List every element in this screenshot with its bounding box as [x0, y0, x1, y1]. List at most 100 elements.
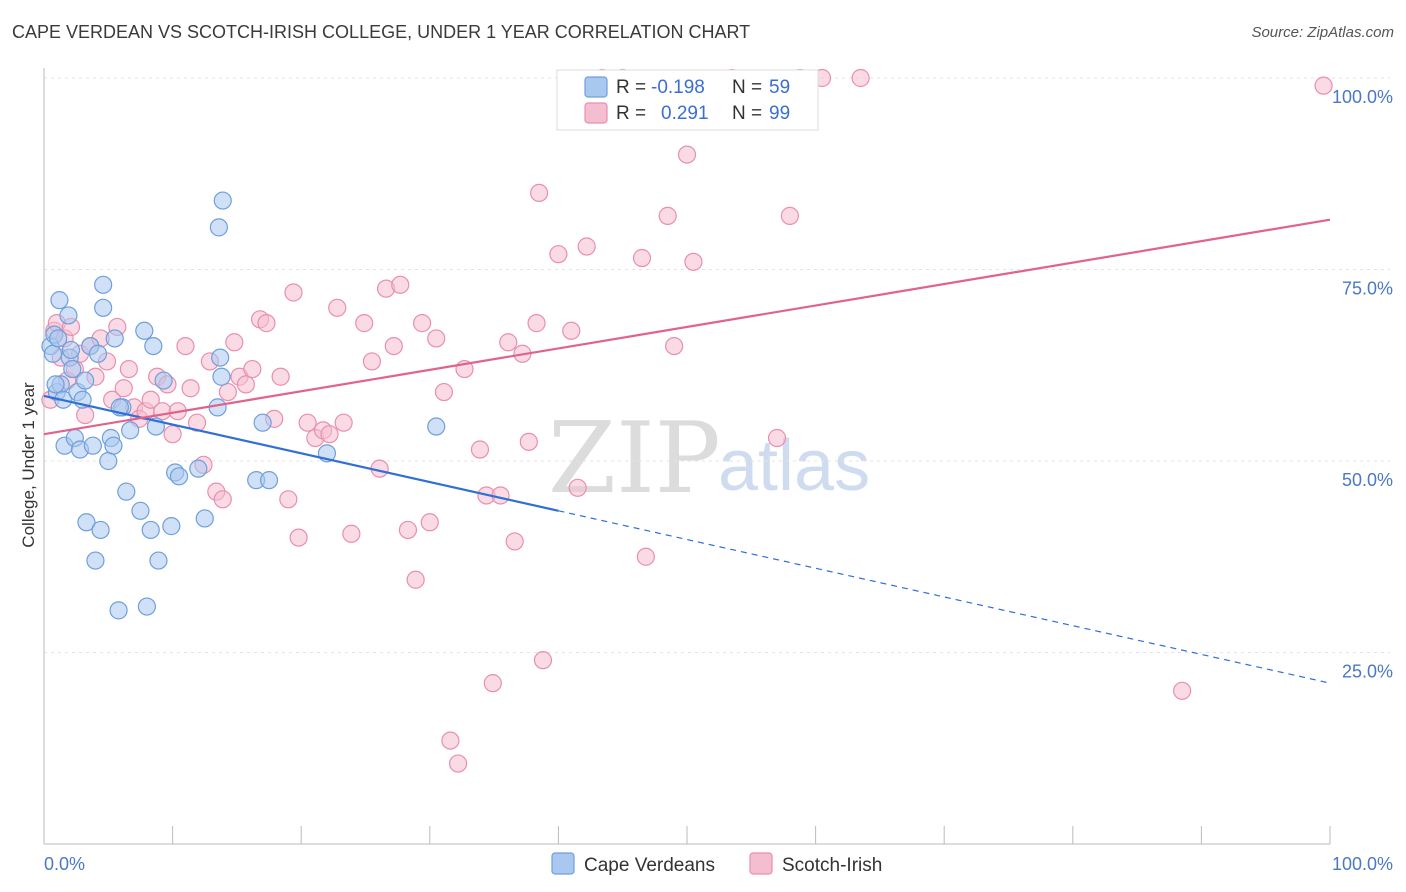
point-cape-verdeans-38: [149, 551, 168, 570]
point-scotch-irish-45: [289, 528, 308, 547]
point-scotch-irish-76: [527, 314, 546, 333]
point-cape-verdeans-15: [76, 371, 95, 390]
point-cape-verdeans-44: [208, 398, 227, 417]
point-scotch-irish-25: [163, 425, 182, 444]
point-scotch-irish-77: [533, 651, 553, 670]
watermark: ZIP atlas: [548, 402, 870, 516]
point-scotch-irish-59: [398, 520, 418, 540]
trend-line-scotch-irish: [43, 218, 1331, 436]
x-tick-label-min: 0.0%: [44, 854, 85, 874]
stats-r-label-pink: R =: [616, 103, 646, 124]
point-cape-verdeans-1: [43, 344, 63, 363]
y-tick-label-75: 75.0%: [1342, 279, 1393, 299]
point-cape-verdeans-56: [46, 375, 65, 394]
point-scotch-irish-78: [530, 183, 549, 202]
chart-title: CAPE VERDEAN VS SCOTCH-IRISH COLLEGE, UN…: [12, 22, 751, 42]
stats-n-value-blue: 59: [769, 77, 790, 98]
point-scotch-irish-82: [577, 237, 596, 256]
point-cape-verdeans-45: [211, 348, 230, 367]
point-cape-verdeans-43: [195, 509, 214, 528]
y-tick-label-100: 100.0%: [1332, 87, 1393, 107]
stats-r-label-blue: R =: [616, 77, 646, 98]
point-scotch-irish-92: [767, 428, 787, 448]
point-cape-verdeans-27: [105, 329, 124, 348]
stats-r-value-pink: 0.291: [661, 103, 709, 124]
point-scotch-irish-63: [427, 329, 446, 348]
point-cape-verdeans-54: [49, 329, 68, 348]
point-cape-verdeans-55: [61, 340, 81, 360]
point-cape-verdeans-26: [104, 436, 123, 455]
watermark-atlas: atlas: [718, 426, 870, 506]
point-scotch-irish-80: [562, 321, 581, 340]
point-cape-verdeans-39: [154, 371, 173, 390]
point-scotch-irish-53: [355, 314, 374, 333]
point-scotch-irish-43: [279, 490, 298, 509]
point-cape-verdeans-40: [162, 517, 181, 536]
point-scotch-irish-28: [181, 379, 200, 398]
stats-swatch-blue: [584, 76, 608, 98]
legend-label-cape-verdeans: Cape Verdeans: [584, 855, 715, 876]
point-scotch-irish-52: [342, 524, 361, 543]
point-scotch-irish-33: [213, 490, 232, 509]
series-cape-verdeans: [41, 191, 446, 620]
stats-legend: R = -0.198 N = 59 R = 0.291 N = 99: [556, 69, 819, 131]
point-scotch-irish-35: [225, 333, 244, 352]
x-ticks: [43, 826, 1331, 844]
point-cape-verdeans-51: [253, 413, 272, 432]
source-credit: Source: ZipAtlas.com: [1251, 24, 1394, 41]
stats-n-label-blue: N =: [732, 77, 762, 98]
point-scotch-irish-86: [636, 547, 655, 566]
legend-item-scotch-irish[interactable]: Scotch-Irish: [749, 852, 882, 876]
point-cape-verdeans-32: [131, 501, 150, 520]
stats-n-value-pink: 99: [769, 103, 790, 124]
point-scotch-irish-62: [420, 513, 439, 532]
point-scotch-irish-68: [470, 440, 490, 459]
point-scotch-irish-60: [406, 570, 425, 589]
legend-item-cape-verdeans[interactable]: Cape Verdeans: [551, 852, 715, 876]
point-scotch-irish-37: [236, 375, 256, 394]
point-scotch-irish-85: [632, 248, 652, 268]
watermark-zip: ZIP: [548, 402, 721, 516]
point-cape-verdeans-46: [212, 367, 231, 386]
point-scotch-irish-46: [298, 413, 317, 432]
stats-r-value-blue: -0.198: [651, 77, 705, 98]
point-scotch-irish-58: [391, 275, 410, 294]
point-scotch-irish-97: [1173, 681, 1192, 700]
point-scotch-irish-73: [505, 532, 524, 551]
point-scotch-irish-17: [119, 359, 138, 379]
point-scotch-irish-65: [441, 731, 460, 750]
legend-swatch-cape-verdeans: [551, 852, 575, 875]
point-scotch-irish-50: [328, 298, 347, 317]
y-axis-label: College, Under 1 year: [19, 382, 38, 548]
scatter-points: [41, 68, 1333, 773]
y-tick-label-50: 50.0%: [1342, 470, 1393, 490]
point-cape-verdeans-33: [135, 321, 154, 340]
point-cape-verdeans-23: [94, 275, 113, 294]
point-cape-verdeans-18: [83, 436, 102, 455]
point-scotch-irish-57: [384, 337, 403, 356]
point-scotch-irish-40: [257, 314, 276, 333]
point-scotch-irish-75: [519, 432, 538, 451]
point-cape-verdeans-36: [144, 337, 163, 356]
point-cape-verdeans-24: [99, 451, 118, 471]
point-cape-verdeans-22: [94, 298, 113, 317]
x-tick-label-max: 100.0%: [1332, 854, 1393, 874]
point-cape-verdeans-10: [63, 359, 82, 379]
point-scotch-irish-88: [665, 337, 684, 356]
point-cape-verdeans-34: [137, 597, 156, 616]
point-scotch-irish-29: [187, 413, 207, 432]
point-scotch-irish-54: [362, 352, 382, 371]
point-scotch-irish-23: [153, 402, 172, 421]
legend-label-scotch-irish: Scotch-Irish: [782, 855, 882, 876]
point-scotch-irish-70: [483, 674, 502, 693]
point-scotch-irish-34: [218, 382, 237, 402]
point-cape-verdeans-50: [259, 471, 279, 490]
point-scotch-irish-87: [658, 206, 677, 225]
point-scotch-irish-61: [412, 314, 432, 333]
point-scotch-irish-81: [568, 478, 587, 497]
trend-lines: [43, 218, 1331, 684]
point-cape-verdeans-19: [86, 551, 105, 570]
point-scotch-irish-49: [320, 425, 339, 444]
point-scotch-irish-38: [243, 359, 262, 379]
series-scotch-irish: [41, 68, 1333, 773]
